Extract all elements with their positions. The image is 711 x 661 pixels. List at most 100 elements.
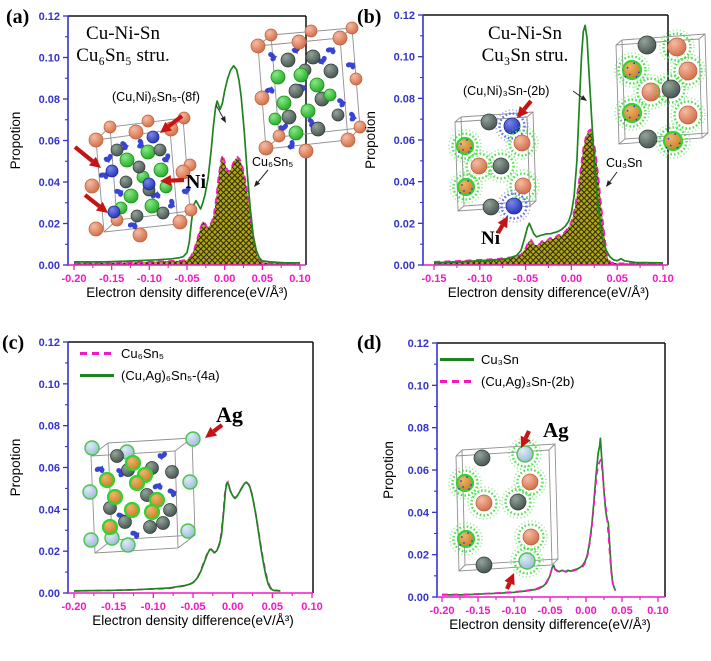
gn-atom bbox=[300, 103, 316, 119]
panel-d-label: (d) bbox=[357, 332, 382, 354]
x-tick-label: 0.00 bbox=[561, 273, 582, 285]
annotation-arrow-head bbox=[606, 180, 612, 187]
og-atom-halo bbox=[452, 525, 480, 553]
green-solid-line-sample bbox=[80, 374, 114, 377]
speckle bbox=[628, 73, 631, 76]
gn-atom bbox=[309, 77, 325, 93]
annotation-arrow-head bbox=[254, 180, 261, 187]
sn-atom bbox=[254, 90, 270, 106]
speckle bbox=[633, 105, 636, 108]
annotation-text: Cu₃Sn bbox=[606, 156, 642, 170]
charge-density-blob bbox=[116, 467, 126, 478]
red-pointer-arrow-shaft bbox=[167, 114, 184, 128]
speckle bbox=[459, 544, 461, 546]
charge-density-blob bbox=[168, 198, 176, 209]
sn-atom bbox=[641, 82, 661, 102]
cu-atom bbox=[638, 129, 658, 149]
legend-row: (Cu,Ag)₃Sn-(2b) bbox=[440, 374, 574, 389]
speckle bbox=[674, 133, 677, 136]
ag-atom-halo bbox=[510, 544, 544, 578]
x-tick-label: -0.05 bbox=[537, 605, 562, 617]
speckle bbox=[462, 486, 464, 488]
sn-atom bbox=[103, 120, 117, 134]
crystal-structure-inset bbox=[448, 437, 559, 578]
cu-atom bbox=[165, 465, 179, 479]
x-axis-title: Electron density difference(eV/Å³) bbox=[449, 617, 651, 632]
sn-atom-halo bbox=[516, 468, 544, 496]
panel-b-title: Cu-Ni-Sn Cu₃Sn stru. bbox=[459, 23, 591, 68]
sn-atom bbox=[264, 28, 278, 42]
sn-atom bbox=[522, 528, 540, 546]
sn-atom-halo bbox=[673, 100, 703, 130]
cu-atom bbox=[110, 143, 124, 157]
ag-atom bbox=[182, 474, 198, 490]
og-atom-halo bbox=[449, 170, 483, 204]
cu-atom bbox=[153, 143, 167, 157]
x-tick-label: 0.10 bbox=[301, 601, 322, 613]
x-tick-label: -0.20 bbox=[429, 605, 454, 617]
ni-atom-halo bbox=[500, 192, 528, 220]
charge-density-blob bbox=[161, 153, 171, 163]
og-atom-halo bbox=[655, 123, 691, 159]
sn-atom-halo bbox=[513, 465, 547, 499]
og-atom-halo bbox=[614, 52, 650, 88]
y-tick-label: 0.04 bbox=[408, 507, 430, 519]
red-pointer-arrow-shaft bbox=[212, 423, 224, 433]
unit-cell-edge bbox=[458, 564, 466, 572]
sn-atom-halo bbox=[517, 523, 545, 551]
speckle bbox=[466, 476, 468, 478]
unit-cell-edge bbox=[698, 33, 706, 40]
annotation-arrow-shaft bbox=[572, 90, 583, 98]
sn-atom bbox=[172, 214, 188, 230]
red-pointer-arrow-shaft bbox=[505, 582, 512, 590]
ni-atom-halo bbox=[497, 189, 531, 223]
red-pointer-arrow-head bbox=[205, 426, 218, 438]
sn-atom bbox=[141, 114, 155, 128]
red-pointer-arrow-head bbox=[88, 156, 101, 168]
x-tick-label: -0.10 bbox=[141, 601, 166, 613]
speckle bbox=[626, 66, 629, 69]
red-pointer-arrow-head bbox=[517, 106, 529, 118]
ni-atom bbox=[107, 205, 121, 219]
speckle bbox=[624, 118, 627, 121]
speckle bbox=[470, 147, 472, 149]
og-atom-halo bbox=[448, 129, 482, 163]
y-tick-label: 0.02 bbox=[39, 219, 60, 231]
y-tick-label: 0.08 bbox=[39, 421, 60, 433]
legend-row: Cu₆Sn₅ bbox=[80, 346, 220, 361]
x-tick-label: -0.05 bbox=[180, 601, 205, 613]
legend-label: Cu₃Sn bbox=[481, 352, 519, 367]
panel-c-legend: Cu₆Sn₅ (Cu,Ag)₆Sn₅-(4a) bbox=[80, 346, 220, 383]
ni-atom bbox=[142, 177, 156, 191]
x-tick-label: -0.15 bbox=[421, 273, 446, 285]
charge-density-blob bbox=[345, 62, 356, 70]
speckle bbox=[678, 142, 681, 145]
crystal-structure-inset bbox=[84, 111, 198, 243]
red-pointer-arrow-shaft bbox=[73, 145, 94, 163]
sn-atom bbox=[128, 124, 144, 140]
y-tick-label: 0.06 bbox=[408, 465, 429, 477]
sn-atom bbox=[349, 72, 363, 86]
sn-atom-halo bbox=[514, 520, 548, 554]
y-tick-label: 0.08 bbox=[408, 423, 429, 435]
panel-b-title-line1: Cu-Ni-Sn bbox=[488, 23, 562, 44]
speckle bbox=[460, 480, 462, 482]
charge-density-blob bbox=[130, 530, 140, 540]
speckle bbox=[470, 484, 472, 486]
x-tick-label: -0.10 bbox=[137, 273, 162, 285]
sn-atom bbox=[345, 21, 359, 35]
hatched-area-series bbox=[74, 155, 300, 265]
ag-atom-halo bbox=[508, 437, 542, 471]
gn-atom bbox=[153, 162, 169, 178]
charge-density-blob bbox=[150, 190, 161, 199]
og-atom bbox=[455, 136, 475, 156]
y-tick-label: 0.00 bbox=[39, 588, 60, 600]
legend-row: Cu₃Sn bbox=[440, 352, 574, 367]
sn-atom-halo bbox=[673, 56, 703, 86]
speckle bbox=[462, 149, 464, 151]
cu-atom bbox=[288, 83, 304, 99]
sn-atom bbox=[470, 157, 488, 175]
speckle bbox=[469, 544, 471, 546]
gn-atom bbox=[268, 112, 282, 126]
og-atom bbox=[106, 488, 124, 506]
